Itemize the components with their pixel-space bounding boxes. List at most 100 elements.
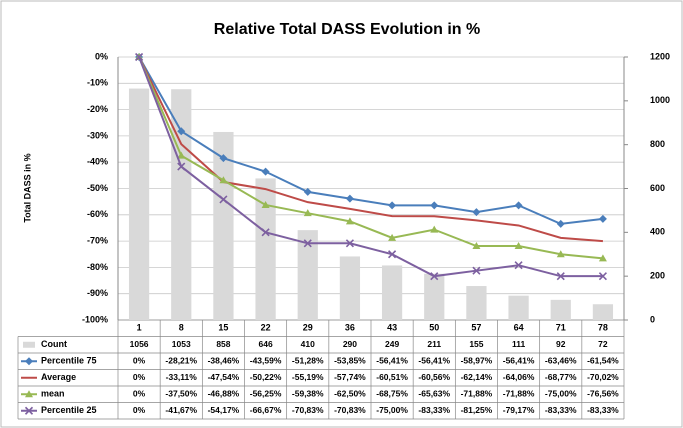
table-cell: -28,21%	[165, 356, 197, 366]
marker	[345, 194, 354, 203]
table-cell: -46,88%	[208, 389, 240, 399]
marker	[177, 151, 186, 159]
y-tick-label: -20%	[87, 104, 108, 114]
table-cell: -53,85%	[334, 356, 366, 366]
table-cell: -65,63%	[418, 389, 450, 399]
bar	[339, 256, 361, 320]
table-cell: -57,74%	[334, 372, 366, 382]
table-cell: -83,33%	[545, 405, 577, 415]
table-cell: 0%	[133, 389, 146, 399]
y2-tick-label: 400	[650, 227, 665, 237]
bar	[592, 304, 614, 320]
table-cell: -71,88%	[503, 389, 535, 399]
bar	[297, 230, 318, 320]
bar	[508, 295, 529, 320]
table-cell: 1053	[172, 339, 191, 349]
table-cell: -43,59%	[250, 356, 282, 366]
table-cell: -56,25%	[250, 389, 282, 399]
table-cell: 0%	[133, 372, 146, 382]
table-cell: 211	[427, 339, 441, 349]
bar	[171, 89, 192, 320]
table-cell: -70,83%	[292, 405, 324, 415]
legend-label: Average	[41, 372, 76, 382]
marker	[24, 406, 34, 415]
bar	[466, 286, 487, 320]
table-cell: -68,75%	[376, 389, 408, 399]
bar	[424, 273, 445, 320]
marker	[345, 217, 354, 225]
table-cell: 290	[343, 339, 357, 349]
bar	[550, 299, 571, 320]
table-cell: -37,50%	[165, 389, 197, 399]
table-cell: -51,28%	[292, 356, 324, 366]
y-tick-label: -10%	[87, 78, 108, 88]
marker	[388, 233, 397, 241]
marker	[472, 242, 481, 250]
y-tick-label: -90%	[87, 288, 108, 298]
x-tick-label: 36	[345, 323, 355, 333]
legend-label: Count	[41, 339, 67, 349]
chart-title: Relative Total DASS Evolution in %	[214, 21, 480, 38]
table-cell: 72	[598, 339, 608, 349]
table-cell: -58,97%	[461, 356, 493, 366]
marker	[556, 219, 565, 228]
y2-tick-label: 800	[650, 139, 665, 149]
legend-label: Percentile 25	[41, 405, 97, 415]
table-cell: -62,50%	[334, 389, 366, 399]
bar	[255, 178, 276, 320]
marker	[388, 201, 397, 210]
marker	[219, 154, 228, 163]
marker	[472, 208, 481, 217]
marker	[598, 272, 607, 281]
marker	[514, 242, 523, 250]
marker	[430, 272, 439, 281]
y-tick-label: -100%	[82, 314, 108, 324]
table-cell: 0%	[133, 356, 146, 366]
table-cell: -79,17%	[503, 405, 535, 415]
table-cell: -56,41%	[376, 356, 408, 366]
table-cell: -75,00%	[376, 405, 408, 415]
y2-tick-label: 0	[650, 314, 655, 324]
table-cell: -38,46%	[208, 356, 240, 366]
y-tick-label: -40%	[87, 157, 108, 167]
table-cell: -61,54%	[587, 356, 619, 366]
marker	[25, 390, 33, 398]
marker	[25, 357, 33, 366]
y-tick-label: 0%	[95, 51, 108, 61]
x-tick-label: 57	[471, 323, 481, 333]
table-cell: 249	[385, 339, 399, 349]
y2-tick-label: 200	[650, 271, 665, 281]
bar	[128, 88, 150, 320]
table-cell: -83,33%	[418, 405, 450, 415]
line	[138, 56, 604, 225]
table-cell: -56,41%	[503, 356, 535, 366]
table-cell: 111	[512, 339, 526, 349]
line	[138, 56, 603, 278]
y-tick-label: -60%	[87, 209, 108, 219]
table-cell: -56,41%	[418, 356, 450, 366]
table-cell: -81,25%	[461, 405, 493, 415]
x-tick-label: 22	[261, 323, 271, 333]
table-cell: -66,67%	[250, 405, 282, 415]
bar	[381, 265, 403, 320]
table-cell: -33,11%	[166, 372, 198, 382]
y-tick-label: -70%	[87, 235, 108, 245]
marker	[177, 162, 186, 171]
marker	[261, 167, 270, 176]
x-tick-label: 64	[514, 323, 524, 333]
marker	[430, 225, 439, 233]
table-cell: -50,22%	[250, 372, 282, 382]
legend-swatch	[23, 341, 35, 348]
table-cell: -68,77%	[545, 372, 577, 382]
table-cell: -76,56%	[587, 389, 619, 399]
marker	[556, 272, 565, 281]
bar	[213, 131, 234, 320]
legend-label: mean	[41, 389, 65, 399]
marker	[514, 261, 523, 270]
marker	[556, 250, 565, 258]
table-cell: -59,38%	[292, 389, 324, 399]
table-cell: -47,54%	[208, 372, 240, 382]
table-cell: -75,00%	[545, 389, 577, 399]
